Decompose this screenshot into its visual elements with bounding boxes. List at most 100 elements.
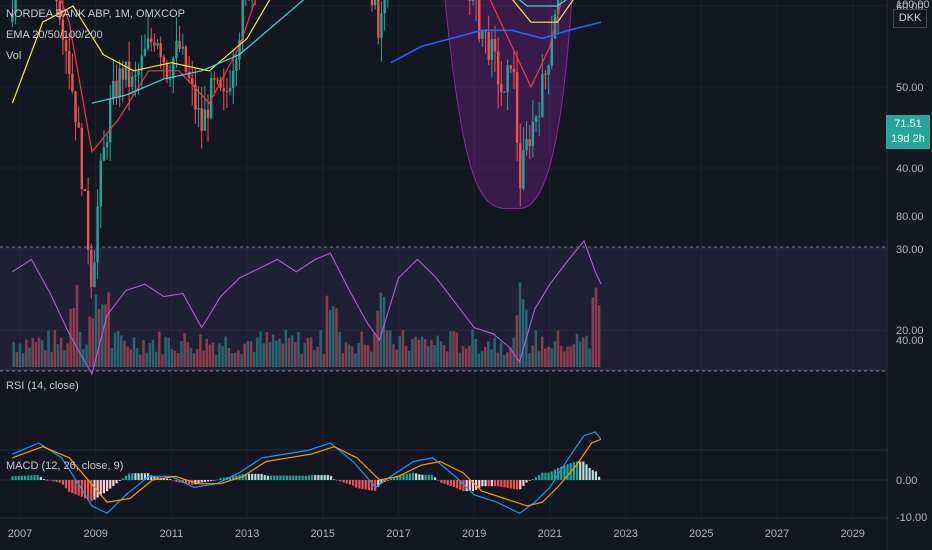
candle-body xyxy=(481,31,484,39)
macd-histogram-bar xyxy=(512,480,516,489)
x-tick-label: 2021 xyxy=(538,528,562,540)
volume-bar xyxy=(281,343,284,367)
volume-bar xyxy=(351,346,354,367)
macd-histogram-bar xyxy=(17,475,20,480)
macd-histogram-bar xyxy=(42,479,46,480)
macd-histogram-bar xyxy=(421,474,424,480)
macd-histogram-bar xyxy=(46,479,49,481)
volume-bar xyxy=(550,348,553,367)
volume-bar xyxy=(104,304,107,367)
candle-body xyxy=(175,40,178,59)
candle-body xyxy=(61,19,65,41)
currency-label[interactable]: DKK xyxy=(893,9,927,28)
volume-bar xyxy=(199,334,202,367)
volume-legend[interactable]: Vol xyxy=(6,50,22,62)
y-tick-label: 30.00 xyxy=(896,244,924,256)
candle-body xyxy=(232,70,235,88)
x-tick-label: 2017 xyxy=(386,528,410,540)
candle-body xyxy=(519,143,522,189)
macd-histogram-bar xyxy=(109,480,112,489)
volume-bar xyxy=(91,318,95,367)
ema-legend[interactable]: EMA 20/50/100/200 xyxy=(6,29,103,41)
volume-bar xyxy=(370,351,373,367)
volume-bars xyxy=(12,282,601,367)
price-candles xyxy=(11,0,562,299)
macd-histogram-bar xyxy=(263,475,266,480)
macd-histogram-bar xyxy=(500,480,503,487)
volume-bar xyxy=(458,352,462,367)
macd-histogram-bar xyxy=(452,480,456,487)
macd-histogram-bar xyxy=(487,480,490,487)
rsi-tick-label: 80.00 xyxy=(896,211,924,223)
volume-bar xyxy=(227,348,231,367)
last-price-badge: 71.51 19d 2h xyxy=(886,115,930,149)
volume-bar xyxy=(145,352,148,367)
x-tick-label: 2027 xyxy=(765,528,789,540)
volume-bar xyxy=(445,351,449,367)
macd-histogram-bar xyxy=(197,480,200,483)
x-tick-label: 2015 xyxy=(311,528,335,540)
macd-histogram-bar xyxy=(317,475,320,480)
volume-bar xyxy=(202,350,205,367)
macd-histogram-bar xyxy=(58,480,61,483)
macd-histogram-bar xyxy=(314,475,317,480)
candle-body xyxy=(115,80,118,98)
volume-bar xyxy=(306,337,310,367)
candle-body xyxy=(109,99,112,143)
macd-histogram-bar xyxy=(553,469,557,480)
volume-bar xyxy=(373,332,376,367)
macd-histogram-bar xyxy=(52,480,55,482)
macd-histogram-bar xyxy=(232,476,235,480)
volume-bar xyxy=(578,341,582,367)
volume-bar xyxy=(126,346,129,367)
volume-bar xyxy=(588,348,591,367)
volume-bar xyxy=(474,339,477,367)
volume-bar xyxy=(31,337,34,367)
volume-bar xyxy=(25,339,28,367)
macd-histogram-bar xyxy=(364,480,367,490)
chart-title[interactable]: NORDEA BANK ABP, 1M, OMXCOP xyxy=(6,8,185,20)
macd-histogram-bar xyxy=(112,480,115,486)
x-tick-label: 2023 xyxy=(613,528,637,540)
macd-histogram-bar xyxy=(194,480,197,485)
volume-bar xyxy=(442,345,446,367)
volume-bar xyxy=(382,296,386,367)
rsi-legend[interactable]: RSI (14, close) xyxy=(6,380,79,392)
macd-histogram-bar xyxy=(105,480,109,492)
macd-histogram-bar xyxy=(572,462,575,480)
macd-line xyxy=(12,431,602,515)
volume-bar xyxy=(512,337,515,367)
candle-body xyxy=(124,61,128,80)
y-tick-label: 40.00 xyxy=(896,163,924,175)
macd-histogram-bar xyxy=(585,464,588,480)
volume-bar xyxy=(420,336,424,367)
candle-body xyxy=(500,84,503,93)
candle-body xyxy=(96,206,99,263)
candle-body xyxy=(178,40,181,49)
macd-histogram-bar xyxy=(519,480,522,490)
volume-bar xyxy=(170,349,174,367)
volume-bar xyxy=(487,341,490,367)
macd-histogram-bar xyxy=(273,475,276,480)
cup-handle-shape xyxy=(444,0,573,210)
volume-bar xyxy=(499,342,503,367)
volume-bar xyxy=(284,329,288,367)
volume-bar xyxy=(483,346,487,367)
candle-body xyxy=(68,51,71,74)
macd-histogram-bar xyxy=(30,475,33,480)
macd-legend[interactable]: MACD (12, 26, close, 9) xyxy=(6,460,124,472)
volume-bar xyxy=(18,343,22,367)
volume-bar xyxy=(271,334,275,367)
volume-bar xyxy=(521,299,525,367)
candle-body xyxy=(235,59,238,71)
volume-bar xyxy=(15,351,19,367)
macd-histogram-bar xyxy=(128,473,131,480)
macd-histogram-bar xyxy=(178,480,181,483)
candle-body xyxy=(547,65,550,75)
candle-body xyxy=(134,74,137,77)
macd-histogram-bar xyxy=(244,473,247,480)
volume-bar xyxy=(436,335,440,367)
volume-bar xyxy=(183,333,186,367)
volume-bar xyxy=(53,330,57,367)
